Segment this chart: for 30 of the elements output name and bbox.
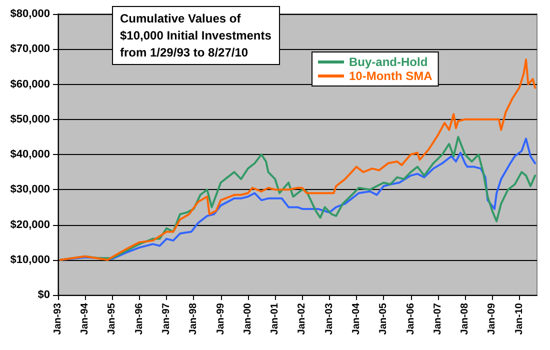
legend-label: 10-Month SMA <box>349 69 433 83</box>
x-tick-label: Jan-07 <box>432 302 444 335</box>
x-tick-label: Jan-00 <box>242 302 254 335</box>
y-tick-label: $20,000 <box>10 218 50 231</box>
x-tick-label: Jan-96 <box>134 302 145 335</box>
x-tick-label: Jan-93 <box>52 302 64 335</box>
legend-label: Buy-and-Hold <box>349 55 428 69</box>
x-tick-label: Jan-05 <box>378 302 390 335</box>
x-tick-label: Jan-01 <box>270 302 281 335</box>
y-tick-label: $60,000 <box>10 78 50 90</box>
y-tick-label: $70,000 <box>10 43 50 56</box>
x-tick-label: Jan-02 <box>296 302 308 335</box>
x-tick-label: Jan-04 <box>350 302 362 335</box>
x-tick-label: Jan-10 <box>514 302 525 335</box>
y-tick-label: $10,000 <box>10 254 50 266</box>
x-tick-label: Jan-03 <box>324 302 335 335</box>
x-tick-label: Jan-94 <box>80 302 91 335</box>
x-tick-label: Jan-08 <box>460 302 471 335</box>
x-tick-label: Jan-95 <box>106 302 118 335</box>
y-tick-label: $30,000 <box>10 184 50 196</box>
y-tick-label: $0 <box>38 289 50 301</box>
x-tick-label: Jan-06 <box>405 302 416 335</box>
y-tick-label: $50,000 <box>10 113 50 126</box>
text: Cumulative Values of $10,000 Initial Investments from 1/29/93 to 8/27/10 <box>120 12 272 60</box>
x-tick-label: Jan-99 <box>215 302 226 335</box>
y-tick-label: $40,000 <box>10 148 50 160</box>
x-tick-label: Jan-97 <box>161 302 172 335</box>
x-tick-label: Jan-09 <box>486 302 498 335</box>
y-tick-label: $80,000 <box>10 8 50 20</box>
x-tick-label: Jan-98 <box>188 302 200 335</box>
